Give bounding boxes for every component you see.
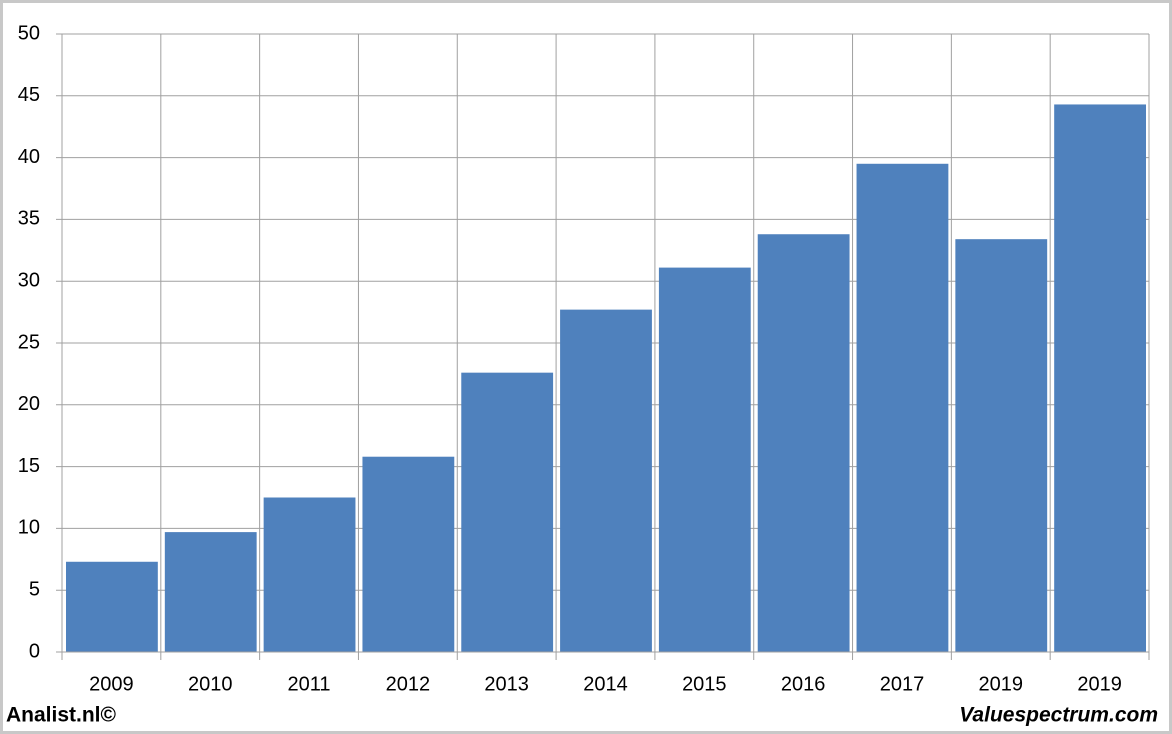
bar xyxy=(658,267,751,652)
y-tick-label: 30 xyxy=(18,269,40,291)
bar xyxy=(1054,104,1146,652)
x-tick-label: 2009 xyxy=(89,673,134,695)
x-tick-label: 2016 xyxy=(781,673,826,695)
source-left: Analist.nl© xyxy=(6,704,117,727)
y-tick-label: 5 xyxy=(29,578,40,600)
x-tick-label: 2019 xyxy=(979,673,1024,695)
x-tick-label: 2011 xyxy=(288,673,331,695)
y-tick-label: 20 xyxy=(18,393,40,415)
x-tick-label: 2019 xyxy=(1077,673,1122,695)
y-tick-label: 40 xyxy=(18,146,40,168)
y-tick-label: 0 xyxy=(29,640,40,662)
y-tick-label: 10 xyxy=(18,517,40,539)
y-tick-label: 45 xyxy=(18,84,40,106)
y-tick-label: 35 xyxy=(18,208,40,230)
y-tick-label: 50 xyxy=(18,22,40,44)
bar xyxy=(461,372,554,652)
y-tick-label: 15 xyxy=(18,455,40,477)
source-right: Valuespectrum.com xyxy=(959,704,1158,727)
bar xyxy=(263,497,356,652)
x-tick-label: 2012 xyxy=(386,673,431,695)
x-tick-label: 2010 xyxy=(188,673,233,695)
bar xyxy=(560,309,652,652)
bar xyxy=(164,532,257,652)
x-tick-label: 2017 xyxy=(880,673,925,695)
bar xyxy=(757,234,850,652)
bar xyxy=(66,561,158,652)
y-tick-label: 25 xyxy=(18,331,40,353)
x-tick-label: 2014 xyxy=(583,673,628,695)
x-tick-label: 2015 xyxy=(682,673,727,695)
bar xyxy=(362,456,455,652)
bar xyxy=(955,239,1048,652)
bar xyxy=(856,163,949,652)
x-tick-label: 2013 xyxy=(484,673,529,695)
